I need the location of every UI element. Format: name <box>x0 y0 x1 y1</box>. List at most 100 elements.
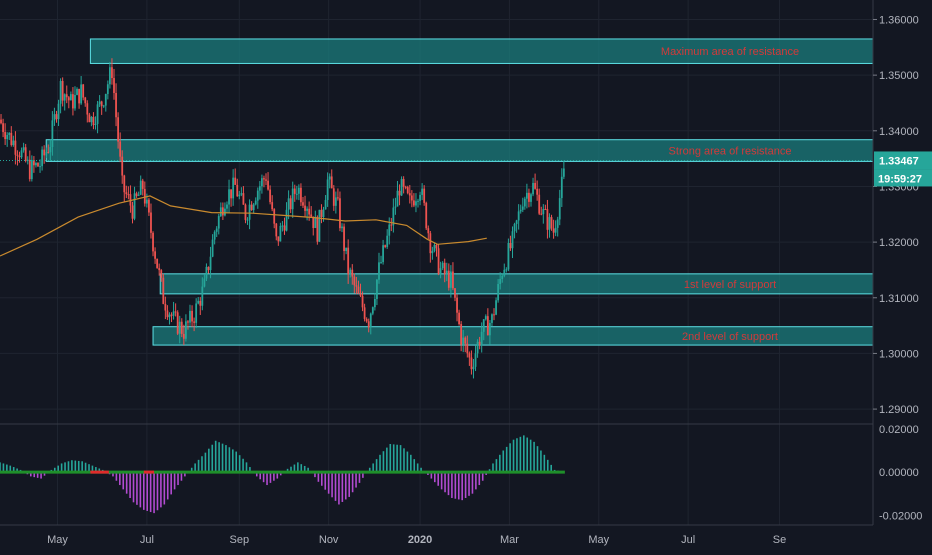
candle-body <box>191 310 193 322</box>
candle-body <box>359 293 362 296</box>
candle-body <box>195 303 198 323</box>
candle-body <box>367 321 370 328</box>
candle-body <box>47 151 50 153</box>
candle-body <box>121 156 124 176</box>
candle-body <box>326 179 329 200</box>
candle-body <box>295 193 298 195</box>
candle-body <box>193 321 196 323</box>
candle-body <box>390 224 393 226</box>
candle-body <box>207 266 210 271</box>
candle-body <box>486 316 489 336</box>
candle-body <box>162 277 165 304</box>
candle-body <box>373 298 376 308</box>
candle-body <box>517 211 520 221</box>
candle-body <box>2 123 4 133</box>
candle-body <box>542 209 545 215</box>
candle-body <box>267 180 269 190</box>
candle-body <box>503 269 506 276</box>
candle-body <box>203 278 206 287</box>
candle-body <box>215 228 218 232</box>
candle-body <box>536 188 539 195</box>
candle-body <box>135 193 138 196</box>
candle-body <box>127 194 130 196</box>
candle-body <box>328 176 331 180</box>
candle-body <box>238 194 241 197</box>
y-tick-label: 1.36000 <box>879 14 919 26</box>
indicator-y-tick-label: -0.02000 <box>879 510 922 522</box>
candle-body <box>478 341 481 346</box>
candle-body <box>82 84 85 98</box>
candle-body <box>433 244 436 251</box>
candle-body <box>353 276 356 286</box>
candles <box>0 58 565 379</box>
candle-body <box>351 269 354 277</box>
candle-body <box>84 97 87 104</box>
candle-body <box>345 247 348 252</box>
candle-body <box>312 216 315 229</box>
candle-body <box>80 84 83 104</box>
candle-body <box>199 300 202 306</box>
candle-body <box>431 250 434 254</box>
candle-body <box>30 160 33 180</box>
candle-body <box>394 206 397 208</box>
candle-body <box>556 219 559 228</box>
candle-body <box>369 313 372 328</box>
candle-body <box>562 168 565 177</box>
price-axis-bg <box>873 0 932 550</box>
candle-body <box>380 262 382 264</box>
candle-body <box>164 303 167 311</box>
candle-body <box>480 331 483 346</box>
candle-body <box>263 178 265 180</box>
candle-body <box>277 236 280 242</box>
candle-body <box>168 314 171 318</box>
candle-body <box>378 262 380 280</box>
y-tick-label: 1.32000 <box>879 237 919 249</box>
candle-body <box>554 227 557 233</box>
current-price-label: 1.33467 <box>879 155 919 167</box>
candle-body <box>248 204 251 220</box>
candle-body <box>137 194 140 196</box>
candle-body <box>404 186 407 188</box>
countdown-label: 19:59:27 <box>878 173 922 185</box>
candle-body <box>244 204 247 220</box>
candle-body <box>254 200 257 205</box>
candle-body <box>550 217 553 229</box>
candle-body <box>546 209 549 230</box>
x-tick-label: Se <box>773 534 786 546</box>
candle-body <box>113 78 115 93</box>
candle-body <box>511 231 514 249</box>
candle-body <box>363 307 366 319</box>
candle-body <box>102 105 105 107</box>
candle-body <box>246 219 249 221</box>
candle-body <box>154 251 156 259</box>
candle-body <box>129 194 132 206</box>
x-tick-label: May <box>588 534 609 546</box>
candle-body <box>256 190 259 201</box>
candle-body <box>285 209 288 231</box>
candle-body <box>123 175 126 193</box>
candle-body <box>558 198 561 220</box>
candle-body <box>189 310 191 323</box>
zone-label: 1st level of support <box>684 279 776 291</box>
candle-body <box>205 266 208 279</box>
candle-body <box>55 114 58 120</box>
candle-body <box>376 279 378 299</box>
candle-body <box>98 101 101 105</box>
candle-body <box>65 94 68 98</box>
candle-body <box>341 226 343 229</box>
candle-body <box>281 225 284 227</box>
candle-body <box>209 256 212 271</box>
candle-body <box>289 198 292 210</box>
candle-body <box>49 147 52 153</box>
candle-body <box>92 116 95 126</box>
candle-body <box>45 151 48 156</box>
candle-body <box>324 199 327 210</box>
candle-body <box>197 300 200 304</box>
candle-body <box>456 297 458 313</box>
candle-body <box>548 217 551 230</box>
candle-body <box>53 114 56 121</box>
candle-body <box>221 207 224 216</box>
moving-average-line <box>0 195 487 257</box>
